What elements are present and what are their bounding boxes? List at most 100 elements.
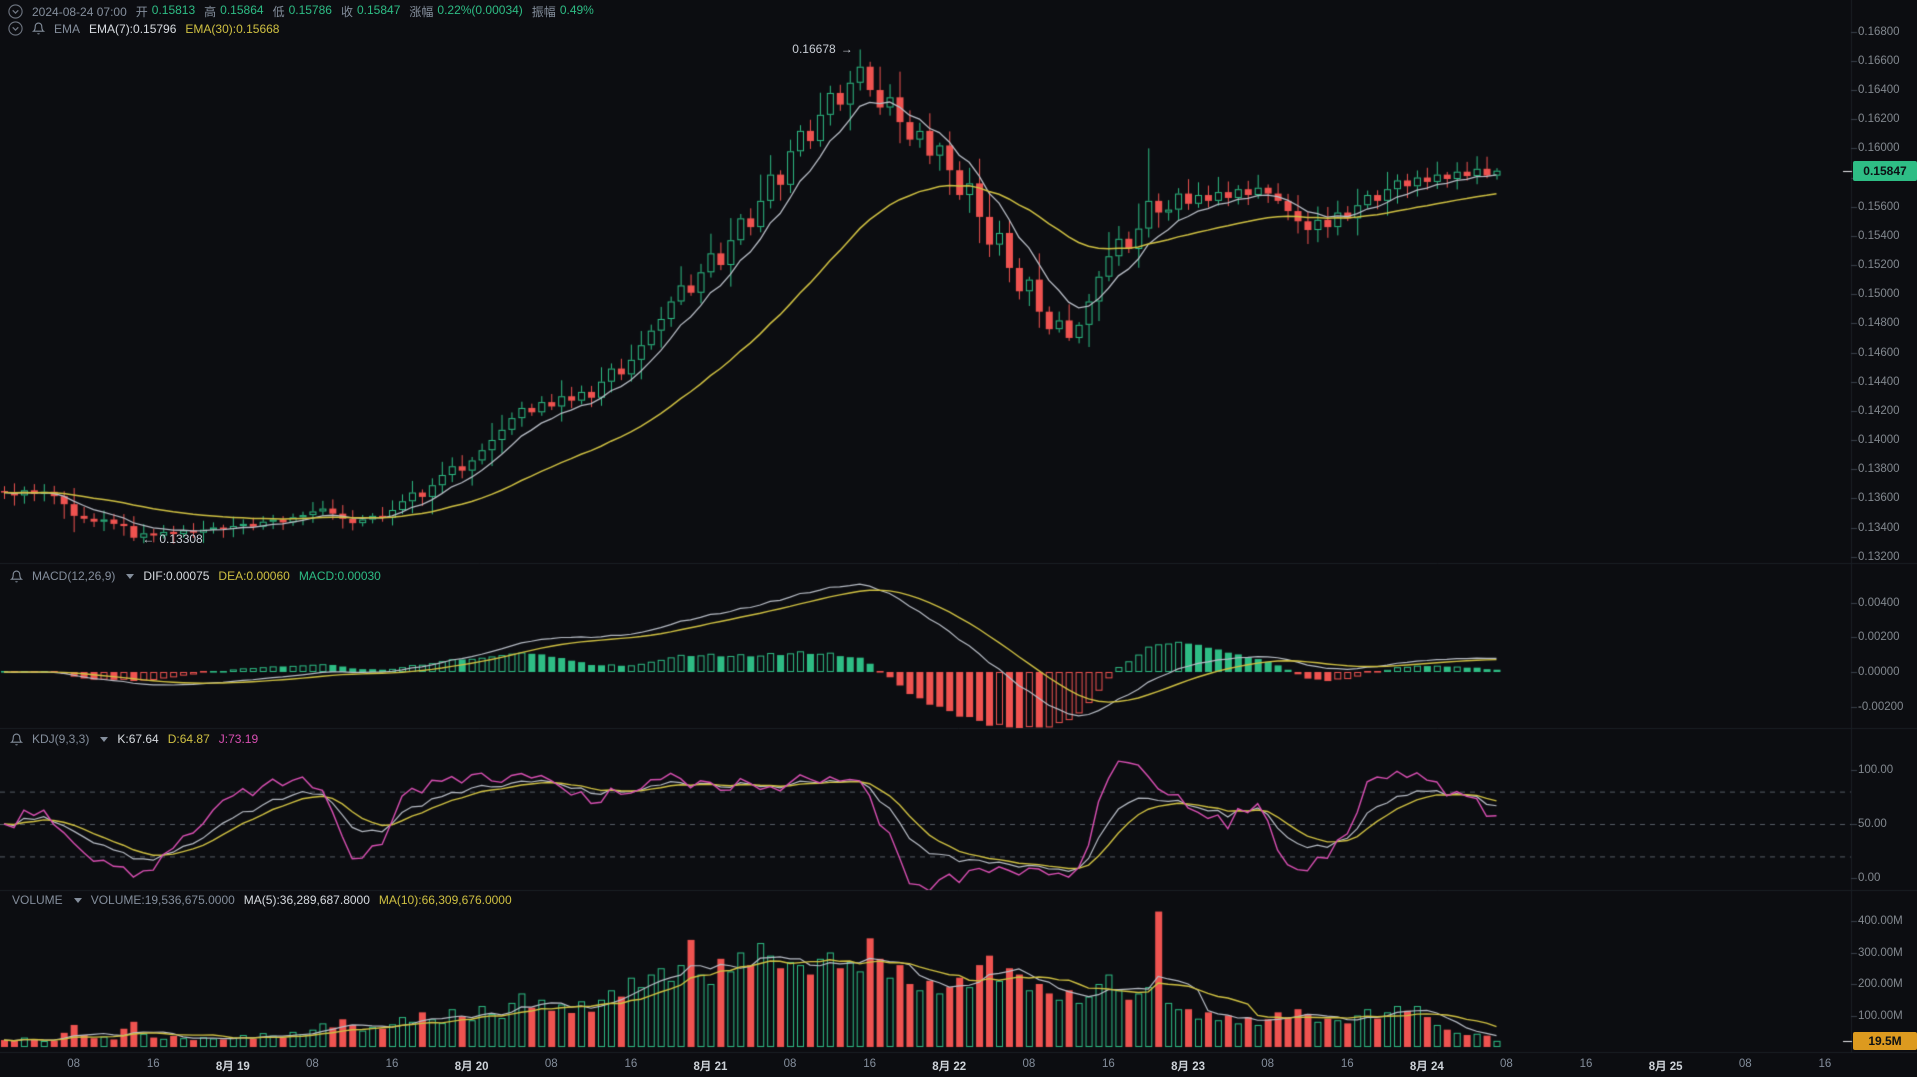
alert-bell-icon[interactable] <box>32 22 45 35</box>
time-axis-label: 8月 25 <box>1648 1061 1683 1073</box>
time-axis-label: 8月 20 <box>454 1061 489 1073</box>
time-axis-label: 08 <box>783 1058 797 1070</box>
time-axis-label: 16 <box>624 1058 638 1070</box>
low-annotation-value: 0.13308 <box>159 531 203 546</box>
volume-ma5-value: MA(5):36,289,687.8000 <box>243 893 370 907</box>
high-label: 高 <box>204 5 217 19</box>
last-volume-badge: 19.5M <box>1853 1031 1917 1050</box>
price-axis-label: 0.13600 <box>1858 492 1900 505</box>
price-axis-label: 0.16200 <box>1858 113 1900 126</box>
kdj-j-value: J:73.19 <box>218 732 259 746</box>
kdj-k-value: K:67.64 <box>117 732 159 746</box>
time-axis-label: 08 <box>544 1058 558 1070</box>
arrow-left-icon: ← <box>142 531 155 546</box>
price-axis-label: 0.15000 <box>1858 288 1900 301</box>
time-axis-label: 08 <box>1500 1058 1513 1070</box>
ema-name: EMA <box>54 21 81 36</box>
time-axis-label: 08 <box>306 1058 319 1070</box>
kdj-legend: KDJ(9,3,3) K:67.64 D:64.87 J:73.19 <box>10 732 258 746</box>
high-annotation-value: 0.16678 <box>792 42 836 57</box>
macd-axis-label: 0.00000 <box>1858 666 1900 678</box>
collapse-chevron-icon[interactable] <box>8 4 23 19</box>
time-axis-label: 8月 22 <box>932 1061 967 1073</box>
time-axis-label: 8月 23 <box>1171 1061 1205 1073</box>
time-axis-label: 16 <box>1102 1058 1115 1070</box>
volume-axis-label: 100.00M <box>1858 1009 1903 1022</box>
time-axis-label: 16 <box>1340 1058 1354 1070</box>
macd-dif-value: DIF:0.00075 <box>143 569 210 583</box>
alert-bell-icon[interactable] <box>10 570 23 583</box>
price-axis-label: 0.14000 <box>1858 434 1900 447</box>
ema7-value: EMA(7):0.15796 <box>89 21 177 36</box>
price-axis-label: 0.14200 <box>1858 404 1900 417</box>
open-value: 0.15813 <box>151 3 196 17</box>
high-value: 0.15864 <box>220 3 264 17</box>
price-axis-label: 0.16600 <box>1858 54 1900 67</box>
time-axis-label: 8月 21 <box>693 1061 728 1073</box>
change-value: 0.22%(0.00034) <box>437 3 523 17</box>
price-axis-label: 0.14600 <box>1858 346 1900 359</box>
high-annotation: 0.16678 → <box>792 42 852 56</box>
collapse-chevron-icon[interactable] <box>8 21 23 36</box>
volume-ma10-value: MA(10):66,309,676.0000 <box>378 893 512 907</box>
time-axis-label: 08 <box>1738 1058 1752 1070</box>
kdj-axis-label: 50.00 <box>1858 818 1887 830</box>
kdj-d-value: D:64.87 <box>167 732 210 746</box>
price-axis-label: 0.13200 <box>1858 550 1900 563</box>
price-axis-label: 0.15200 <box>1858 259 1900 272</box>
amplitude-label: 振幅 <box>531 5 556 19</box>
candle-timestamp: 2024-08-24 07:00 <box>32 4 127 19</box>
macd-legend: MACD(12,26,9) DIF:0.00075 DEA:0.00060 MA… <box>10 569 381 583</box>
macd-name: MACD(12,26,9) <box>32 569 116 583</box>
time-axis-label: 8月 24 <box>1409 1061 1444 1073</box>
open-label: 开 <box>135 5 148 19</box>
price-axis-label: 0.14800 <box>1858 317 1900 330</box>
price-axis-label: 0.16400 <box>1858 84 1900 97</box>
indicator-dropdown-caret-icon[interactable] <box>73 897 82 903</box>
time-axis-label: 16 <box>1579 1058 1593 1070</box>
ohlc-header: 2024-08-24 07:00 开 0.15813 高 0.15864 低 0.15… <box>8 3 594 20</box>
last-price-badge: 0.15847 <box>1853 160 1917 181</box>
ema30-value: EMA(30):0.15668 <box>185 21 280 36</box>
volume-axis-label: 400.00M <box>1858 915 1903 927</box>
price-axis-label: 0.15600 <box>1858 200 1900 213</box>
volume-name: VOLUME <box>12 893 63 907</box>
arrow-right-icon: → <box>840 42 853 57</box>
macd-macd-value: MACD:0.00030 <box>298 569 381 583</box>
low-value: 0.15786 <box>288 3 332 17</box>
volume-axis-label: 300.00M <box>1858 946 1903 959</box>
volume-axis-label: 200.00M <box>1858 978 1903 990</box>
macd-dea-value: DEA:0.00060 <box>218 569 290 583</box>
indicator-dropdown-caret-icon[interactable] <box>126 573 135 579</box>
price-axis-label: 0.16800 <box>1858 25 1900 38</box>
macd-axis-label: 0.00400 <box>1858 596 1900 609</box>
low-annotation: ← 0.13308 <box>142 532 202 546</box>
time-axis-label: 16 <box>1818 1058 1832 1070</box>
time-axis-label: 16 <box>863 1058 877 1070</box>
amplitude-value: 0.49% <box>559 3 594 17</box>
macd-axis-label: -0.00200 <box>1858 700 1904 713</box>
time-axis-label: 08 <box>67 1058 81 1070</box>
close-value: 0.15847 <box>356 3 401 17</box>
price-axis-label: 0.15400 <box>1858 229 1900 242</box>
price-axis-label: 0.13800 <box>1858 463 1900 476</box>
kdj-name: KDJ(9,3,3) <box>32 732 90 746</box>
time-axis-label: 8月 19 <box>215 1061 250 1073</box>
alert-bell-icon[interactable] <box>10 733 23 746</box>
kdj-axis-label: 0.00 <box>1858 872 1881 884</box>
time-axis-label: 08 <box>1261 1058 1275 1070</box>
price-axis-label: 0.13400 <box>1858 521 1900 534</box>
time-axis-label: 08 <box>1022 1058 1036 1070</box>
time-axis-label: 16 <box>385 1058 399 1070</box>
time-axis-label: 16 <box>146 1058 160 1070</box>
close-label: 收 <box>340 5 353 19</box>
price-axis-label: 0.16000 <box>1858 142 1900 155</box>
indicator-dropdown-caret-icon[interactable] <box>100 736 109 742</box>
low-label: 低 <box>272 5 285 19</box>
volume-legend: VOLUME VOLUME:19,536,675.0000 MA(5):36,2… <box>12 893 512 907</box>
kdj-axis-label: 100.00 <box>1858 764 1894 776</box>
volume-value: VOLUME:19,536,675.0000 <box>90 893 235 907</box>
ema-legend: EMA EMA(7):0.15796 EMA(30):0.15668 <box>8 21 279 36</box>
